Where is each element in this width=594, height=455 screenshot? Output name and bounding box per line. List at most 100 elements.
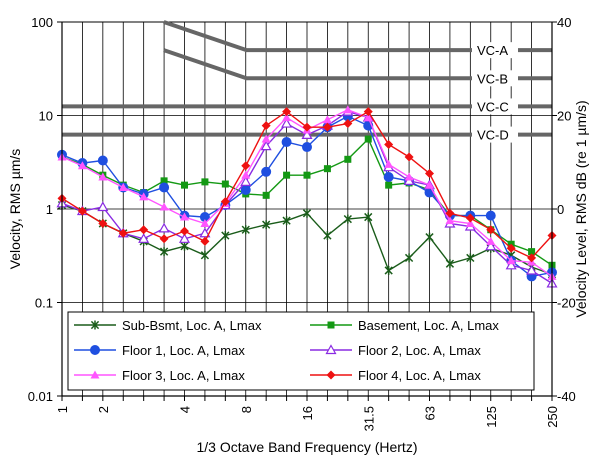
data-point [466,253,475,263]
data-point [139,192,149,201]
legend-item: Floor 3, Loc. A, Lmax [74,368,245,383]
data-point [240,176,252,186]
data-point [97,155,108,166]
data-point [97,201,109,212]
data-point [384,139,394,149]
data-point [302,122,312,132]
data-point [200,236,210,246]
data-point [323,231,332,241]
x-tick-label: 31.5 [361,406,376,431]
criterion-label: VC-A [477,43,508,58]
data-point [261,134,271,143]
legend-item: Floor 4, Loc. A, Lmax [310,368,481,383]
data-point [485,240,497,251]
data-point [98,218,108,228]
criterion-line [163,20,552,53]
data-point [260,140,272,151]
y-tick-label: 100 [31,15,53,30]
legend-item: Floor 1, Loc. A, Lmax [74,343,245,358]
data-point [343,214,352,224]
y2-tick-label: 20 [557,109,571,124]
data-point [282,107,292,117]
data-point [527,253,537,263]
criterion-label: VC-B [477,71,508,86]
y2-tick-label: -40 [557,389,576,404]
data-point [445,216,455,225]
data-point [322,122,332,132]
x-tick-label: 1 [55,406,70,413]
data-point [118,182,128,191]
data-point [465,213,475,223]
x-axis-title: 1/3 Octave Band Frequency (Hertz) [197,439,418,455]
data-point [343,119,353,129]
data-point [506,256,516,265]
data-point [283,171,291,179]
x-tick-label: 63 [423,406,438,420]
data-point [486,225,496,235]
data-point [180,212,189,221]
legend-label: Floor 3, Loc. A, Lmax [122,368,245,383]
data-point [241,161,251,171]
data-point [200,218,210,227]
data-point [343,105,353,114]
data-point [485,210,496,221]
data-point [77,161,87,170]
data-point [425,232,434,242]
data-point [404,253,414,263]
x-tick-label: 2 [96,406,111,413]
data-point [364,212,373,222]
y-axis-title: Velocity, RMS µm/s [7,149,23,270]
data-point [302,208,312,218]
y2-axis-title: Velocity Level, RMS dB (re 1 µm/s) [573,100,589,317]
criterion-label: VC-C [477,99,509,114]
legend-item: Basement, Loc. A, Lmax [310,318,499,333]
legend-item: Floor 2, Loc. A, Lmax [310,343,481,358]
data-point [301,129,313,140]
data-point [159,182,170,193]
vc-criteria-lines: VC-A VC-B VC-C VC-D [62,20,552,143]
criterion-label-bg [472,126,518,143]
legend-item: Sub-Bsmt, Loc. A, Lmax [74,318,262,333]
criterion-label-bg [472,70,518,87]
data-point [363,113,373,122]
data-point [404,152,414,162]
series-group [57,107,557,263]
x-tick-label: 8 [239,406,254,413]
data-point [139,225,149,235]
data-point [240,184,251,195]
data-point [281,137,292,148]
data-point [364,135,372,143]
data-point [241,170,251,179]
data-point [425,168,434,178]
legend-label: Floor 2, Loc. A, Lmax [358,343,481,358]
data-point [159,202,169,211]
data-point [159,247,169,257]
data-point [199,227,211,238]
data-point [220,197,230,207]
data-point [77,206,87,216]
legend-label: Floor 1, Loc. A, Lmax [122,343,245,358]
criterion-line [163,48,552,81]
x-tick-label: 16 [300,406,315,420]
data-point [445,208,455,218]
data-point [118,228,128,238]
data-point [404,172,414,181]
legend-label: Sub-Bsmt, Loc. A, Lmax [122,318,262,333]
data-point [201,178,209,186]
data-point [90,370,100,379]
data-point [486,236,496,245]
data-point [385,181,393,189]
y-tick-label: 0.01 [28,389,53,404]
x-tick-label: 125 [484,406,499,428]
legend: Sub-Bsmt, Loc. A, Lmax Basement, Loc. A, … [67,311,535,391]
data-point [90,320,100,330]
y2-tick-label: 40 [557,15,571,30]
data-point [505,259,517,270]
data-point [425,180,434,189]
data-point [262,220,271,230]
data-point [302,142,312,153]
criterion-label: VC-D [477,128,509,143]
x-tick-label: 250 [545,406,560,428]
data-point [158,222,170,233]
data-point [181,181,188,189]
